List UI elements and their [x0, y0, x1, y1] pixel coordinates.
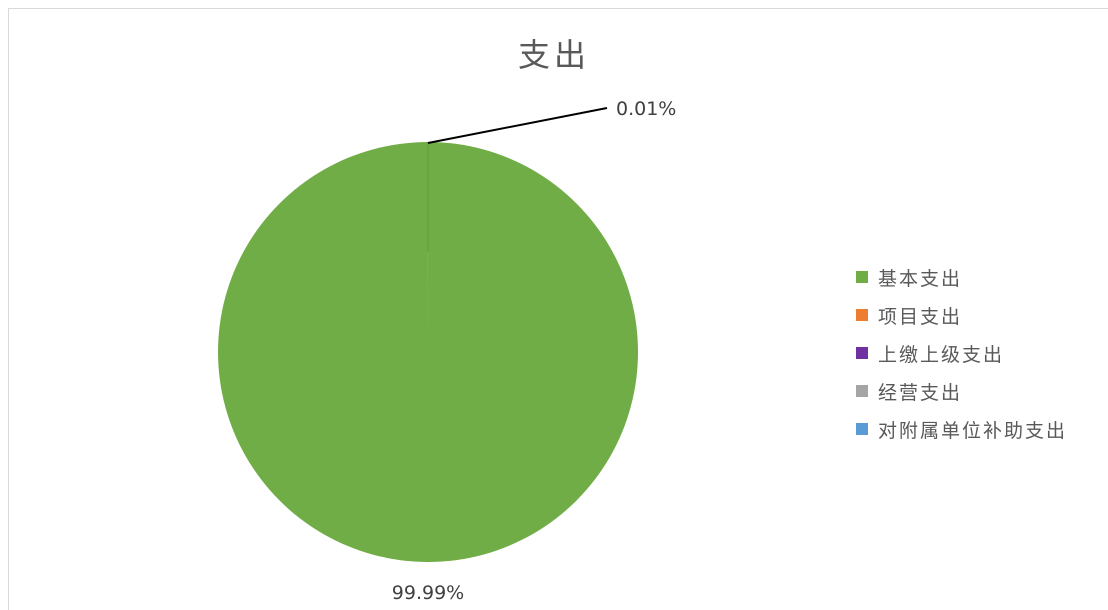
legend: 基本支出 项目支出 上缴上级支出 经营支出 对附属单位补助支出: [856, 258, 1067, 448]
legend-label: 对附属单位补助支出: [878, 419, 1068, 442]
legend-item-remit: 上缴上级支出: [856, 334, 1067, 372]
legend-swatch-project: [856, 309, 868, 321]
legend-swatch-subsidy: [856, 423, 868, 435]
legend-label: 上缴上级支出: [878, 343, 1005, 366]
pie-slice-0: [218, 142, 639, 562]
legend-label: 经营支出: [878, 381, 963, 404]
legend-item-operating: 经营支出: [856, 372, 1067, 410]
leader-line: [427, 107, 608, 144]
legend-swatch-remit: [856, 347, 868, 359]
legend-swatch-operating: [856, 385, 868, 397]
legend-swatch-basic: [856, 271, 868, 283]
legend-item-basic: 基本支出: [856, 258, 1067, 296]
legend-label: 基本支出: [878, 267, 963, 290]
pie-slices: [218, 142, 639, 562]
data-label-main-slice: 99.99%: [392, 582, 464, 604]
legend-item-subsidy: 对附属单位补助支出: [856, 410, 1067, 448]
legend-item-project: 项目支出: [856, 296, 1067, 334]
legend-label: 项目支出: [878, 305, 963, 328]
data-label-small-slice: 0.01%: [616, 98, 676, 120]
chart-title: 支出: [517, 36, 590, 74]
